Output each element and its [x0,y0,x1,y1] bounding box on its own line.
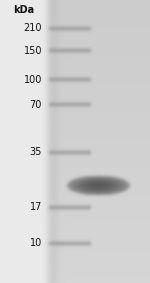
Text: 210: 210 [24,23,42,33]
Text: 100: 100 [24,75,42,85]
Text: 35: 35 [30,147,42,157]
Text: 70: 70 [30,100,42,110]
Text: 10: 10 [30,238,42,248]
Text: 17: 17 [30,202,42,212]
Text: 150: 150 [24,46,42,56]
Text: kDa: kDa [13,5,34,15]
